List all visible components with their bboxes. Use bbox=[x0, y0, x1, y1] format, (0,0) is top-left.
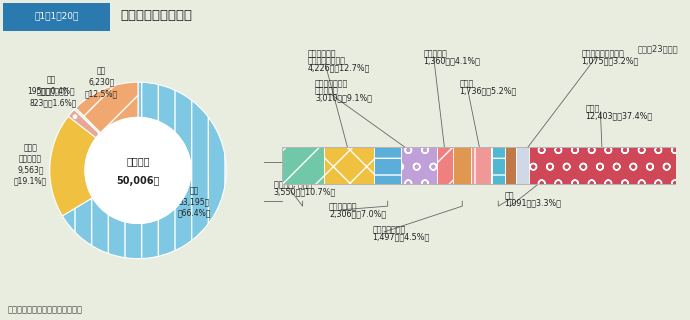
Text: 941件（2.8%）: 941件（2.8%） bbox=[544, 175, 593, 184]
Text: 可燃物が動いて接触: 可燃物が動いて接触 bbox=[582, 50, 624, 59]
Wedge shape bbox=[50, 116, 96, 216]
Text: 3,550件（10.7%）: 3,550件（10.7%） bbox=[274, 188, 336, 197]
Text: （備考）「火災報告」により作成: （備考）「火災報告」により作成 bbox=[8, 305, 83, 314]
Text: 火の粉の飛散: 火の粉の飛散 bbox=[329, 203, 357, 212]
Wedge shape bbox=[68, 109, 100, 138]
Text: 1,497件（4.5%）: 1,497件（4.5%） bbox=[373, 232, 430, 241]
Text: （可燃物）と接触: （可燃物）と接触 bbox=[307, 57, 345, 66]
Text: 1,360件（4.1%）: 1,360件（4.1%） bbox=[424, 57, 480, 66]
Text: 第1－1－20図: 第1－1－20図 bbox=[34, 11, 79, 20]
Text: 火遊び: 火遊び bbox=[459, 80, 473, 89]
Text: 放置する, 忘れる: 放置する, 忘れる bbox=[274, 181, 312, 190]
Text: 失火による出火件数: 失火による出火件数 bbox=[121, 9, 193, 22]
Bar bbox=[324, 147, 374, 184]
Text: 3,010件（9.1%）: 3,010件（9.1%） bbox=[315, 94, 372, 103]
Bar bbox=[505, 147, 516, 184]
Bar bbox=[282, 147, 324, 184]
Text: 引火: 引火 bbox=[504, 192, 514, 201]
Bar bbox=[529, 147, 676, 184]
Bar bbox=[3, 3, 110, 31]
Bar bbox=[471, 147, 492, 184]
Bar bbox=[402, 147, 437, 184]
Text: 12,403件（37.4%）: 12,403件（37.4%） bbox=[585, 112, 653, 121]
Text: その他: その他 bbox=[585, 105, 600, 114]
Text: 1,075件（3.2%）: 1,075件（3.2%） bbox=[582, 57, 639, 66]
Wedge shape bbox=[76, 82, 138, 133]
Bar bbox=[437, 147, 453, 184]
Text: 2,306件（7.0%）: 2,306件（7.0%） bbox=[329, 210, 386, 219]
Text: （平成23年中）: （平成23年中） bbox=[638, 44, 678, 54]
Text: 失火
33,195件
（66.4%）: 失火 33,195件 （66.4%） bbox=[177, 187, 210, 218]
Text: 火源が動いて: 火源が動いて bbox=[307, 50, 335, 59]
Text: 電線が短絡: 電線が短絡 bbox=[424, 50, 447, 59]
Bar bbox=[453, 147, 471, 184]
Text: 自然発火・再燃
823件（1.6%）: 自然発火・再燃 823件（1.6%） bbox=[30, 87, 77, 107]
Text: 4,226件（12.7%）: 4,226件（12.7%） bbox=[307, 64, 370, 73]
Text: 出火件数: 出火件数 bbox=[126, 156, 150, 167]
Bar bbox=[516, 147, 529, 184]
Text: 不適当なところ: 不適当なところ bbox=[315, 80, 348, 89]
Text: 天災
195件（0.4%）: 天災 195件（0.4%） bbox=[27, 75, 75, 95]
Text: 火源の転落落下: 火源の転落落下 bbox=[373, 225, 406, 234]
Text: 50,006件: 50,006件 bbox=[117, 176, 159, 186]
Bar bbox=[374, 147, 402, 184]
Wedge shape bbox=[62, 82, 226, 259]
Bar bbox=[492, 147, 505, 184]
Circle shape bbox=[85, 117, 191, 223]
Bar bbox=[282, 147, 676, 184]
Text: 過熱: 過熱 bbox=[544, 168, 553, 177]
Text: 不明
6,230件
（12.5%）: 不明 6,230件 （12.5%） bbox=[85, 67, 118, 98]
Text: 1,736件（5.2%）: 1,736件（5.2%） bbox=[459, 87, 516, 96]
Wedge shape bbox=[75, 108, 101, 134]
Text: に捨て置く: に捨て置く bbox=[315, 87, 339, 96]
Text: 放火・
放火の疑い
9,563件
（19.1%）: 放火・ 放火の疑い 9,563件 （19.1%） bbox=[14, 143, 47, 185]
Text: 1,091件（3.3%）: 1,091件（3.3%） bbox=[504, 199, 562, 208]
